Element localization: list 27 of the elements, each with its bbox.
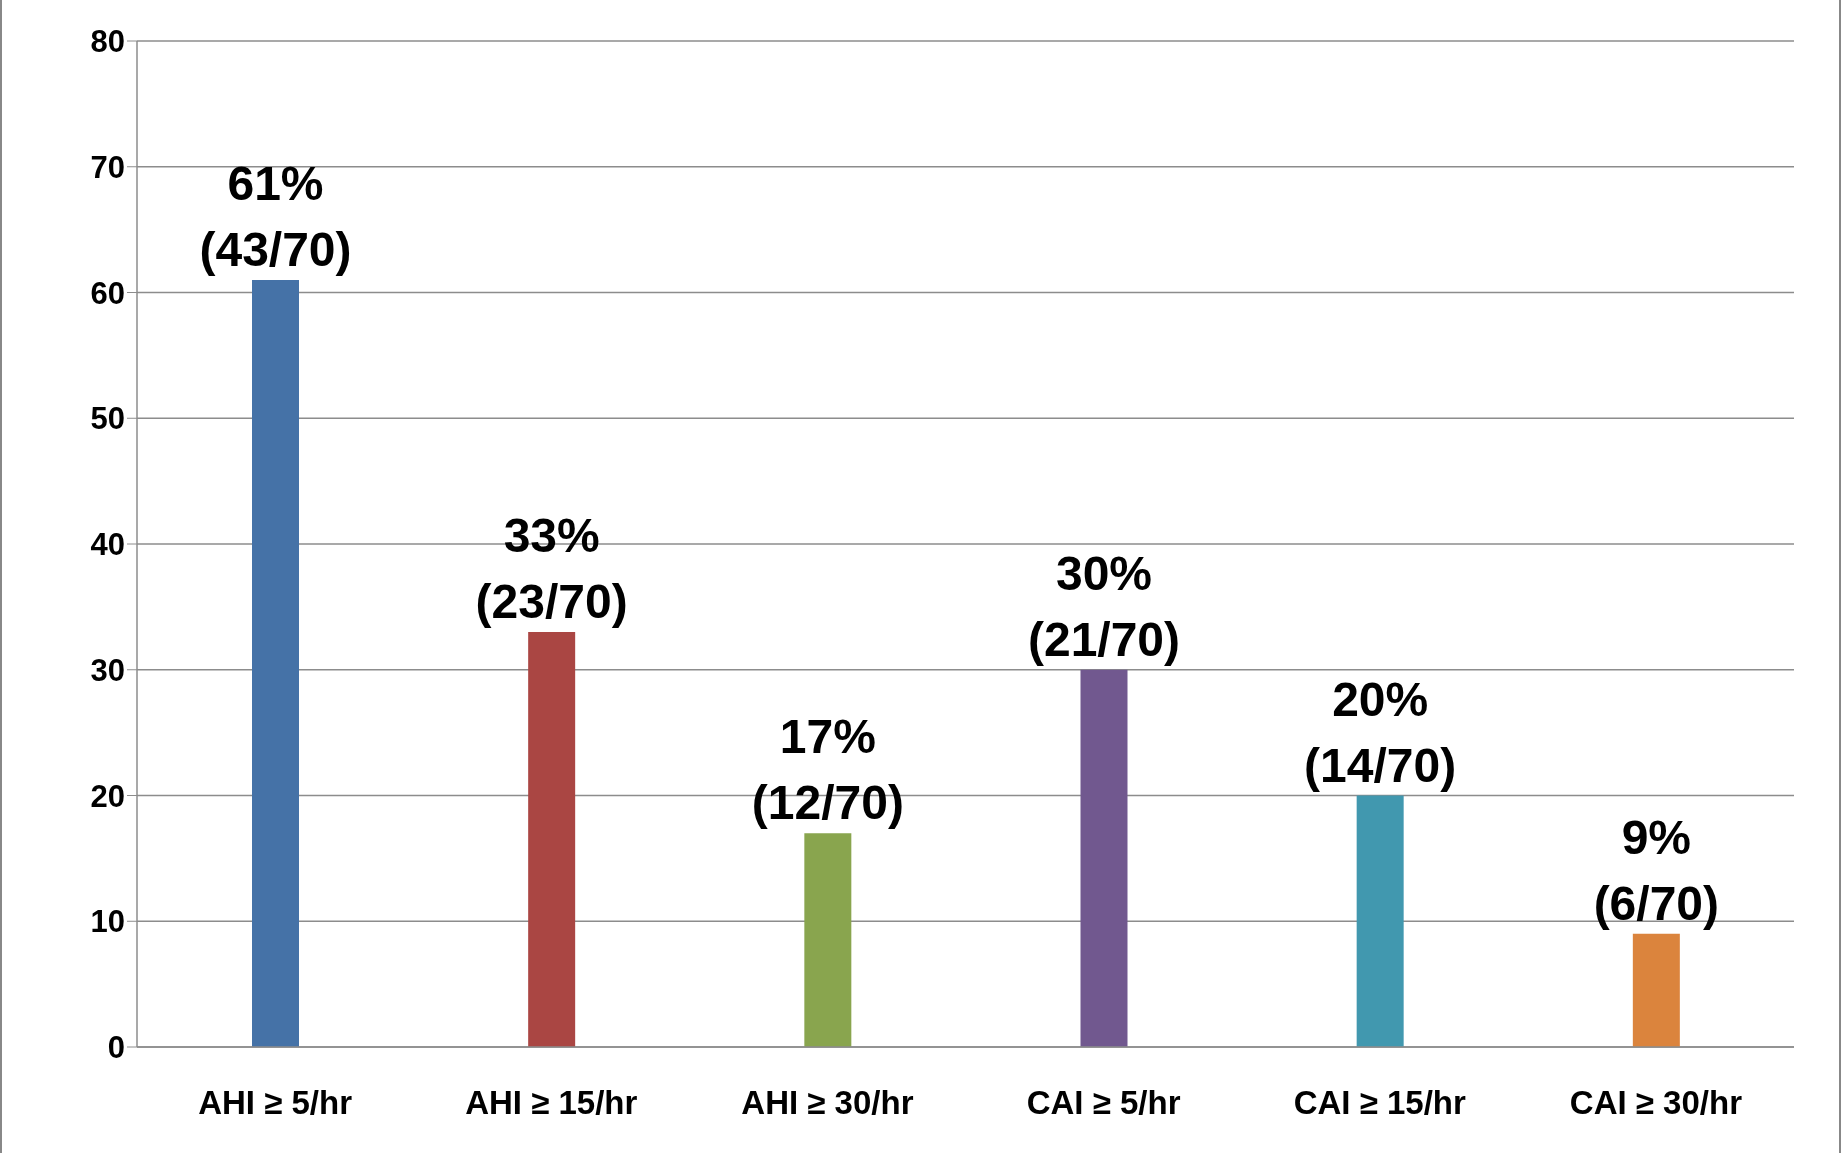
- bar: [1356, 795, 1404, 1047]
- x-tick-label: CAI ≥ 15/hr: [1293, 1084, 1466, 1122]
- data-label: 17% (12/70): [751, 710, 904, 830]
- x-tick-label: CAI ≥ 5/hr: [1026, 1084, 1181, 1122]
- bar: [804, 833, 852, 1047]
- y-tick-label: 80: [90, 24, 125, 60]
- bar: [1632, 933, 1680, 1047]
- data-label: 20% (14/70): [1304, 672, 1457, 792]
- y-tick-label: 20: [90, 778, 125, 814]
- x-tick-label: AHI ≥ 15/hr: [465, 1084, 638, 1122]
- y-tick-label: 30: [90, 652, 125, 688]
- data-label: 30% (21/70): [1027, 546, 1181, 666]
- data-label: 9% (6/70): [1593, 810, 1720, 930]
- data-label: 61% (43/70): [199, 156, 352, 276]
- y-tick-label: 50: [90, 401, 125, 437]
- bar: [528, 632, 576, 1047]
- y-tick-label: 70: [90, 149, 125, 185]
- y-tick-label: 10: [90, 904, 125, 940]
- x-tick-label: CAI ≥ 30/hr: [1569, 1084, 1743, 1122]
- y-tick-label: 0: [107, 1030, 125, 1066]
- x-tick-label: AHI ≥ 30/hr: [741, 1084, 914, 1122]
- y-tick-label: 60: [90, 275, 125, 311]
- x-tick-label: AHI ≥ 5/hr: [198, 1084, 353, 1122]
- data-label: 33% (23/70): [475, 509, 628, 629]
- y-tick-label: 40: [90, 527, 125, 563]
- bar: [252, 279, 299, 1047]
- bar: [1080, 669, 1128, 1047]
